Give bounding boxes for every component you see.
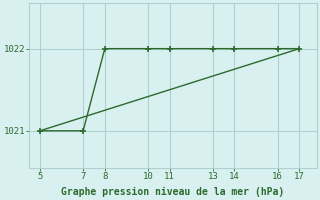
X-axis label: Graphe pression niveau de la mer (hPa): Graphe pression niveau de la mer (hPa) <box>61 186 284 197</box>
